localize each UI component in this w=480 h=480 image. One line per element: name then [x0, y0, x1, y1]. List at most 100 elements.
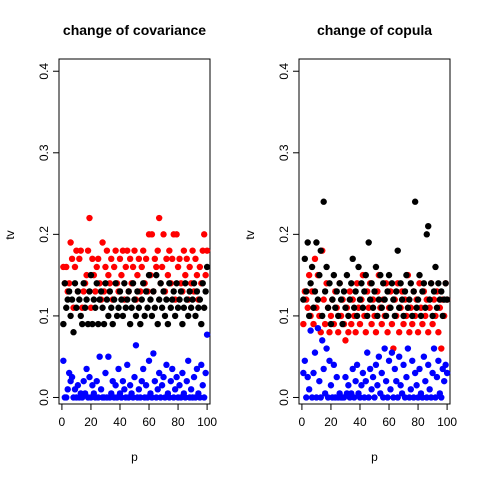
data-point	[135, 304, 143, 311]
data-point	[167, 304, 174, 311]
data-point	[303, 394, 310, 401]
data-point	[353, 361, 361, 369]
data-point	[342, 337, 349, 344]
data-point	[413, 304, 420, 311]
data-point	[171, 312, 179, 320]
data-point	[109, 320, 116, 328]
data-point	[122, 263, 129, 271]
data-point	[414, 329, 422, 336]
data-point	[150, 350, 157, 357]
data-point	[202, 369, 209, 377]
x-axis: 0 20 40 60 80 100	[299, 403, 457, 429]
data-point	[310, 369, 317, 377]
data-point	[116, 255, 124, 263]
data-point	[375, 296, 383, 303]
data-point	[323, 345, 330, 352]
data-point	[414, 296, 422, 303]
x-tick-label: 80	[411, 415, 425, 429]
data-point	[71, 263, 79, 271]
data-point	[366, 296, 374, 303]
data-point	[164, 320, 172, 328]
data-point	[138, 263, 145, 271]
data-point	[323, 263, 330, 271]
data-point	[60, 357, 67, 364]
x-tick-label: 0	[299, 415, 306, 429]
data-point	[80, 377, 87, 385]
y-tick-label: 0.1	[277, 307, 291, 324]
data-point	[92, 304, 99, 311]
data-point	[185, 357, 192, 364]
data-point	[369, 373, 377, 381]
data-point	[361, 288, 368, 295]
data-point	[426, 296, 433, 303]
y-axis-label: tv	[243, 230, 257, 239]
data-point	[359, 304, 367, 311]
data-point	[86, 373, 93, 381]
data-point	[106, 288, 114, 295]
data-point	[311, 349, 319, 356]
data-point	[352, 329, 359, 336]
data-point	[400, 320, 407, 328]
data-point	[74, 382, 82, 389]
data-point	[174, 263, 182, 271]
data-point	[335, 329, 342, 336]
data-point	[183, 255, 190, 263]
data-point	[440, 377, 448, 385]
data-point	[385, 357, 393, 364]
data-point	[153, 263, 160, 271]
data-point	[380, 280, 387, 287]
y-tick-label: 0.4	[277, 63, 291, 80]
data-point	[397, 382, 404, 389]
data-point	[200, 231, 208, 238]
data-point	[310, 304, 317, 311]
data-point	[115, 304, 122, 311]
data-point	[320, 296, 327, 303]
x-tick-label: 0	[59, 415, 66, 429]
data-point	[74, 288, 82, 295]
x-tick-label: 60	[142, 415, 156, 429]
data-point	[89, 255, 96, 263]
data-point	[393, 377, 400, 385]
data-point	[388, 349, 396, 356]
data-point	[403, 271, 410, 279]
x-tick-label: 100	[437, 415, 457, 429]
data-point	[180, 304, 188, 311]
data-point	[381, 345, 388, 352]
data-point	[81, 304, 89, 311]
data-point	[310, 320, 317, 328]
data-point	[60, 320, 67, 328]
data-point	[198, 361, 205, 369]
data-point	[203, 247, 211, 254]
data-point	[349, 365, 356, 373]
data-point	[362, 271, 369, 279]
data-point	[202, 288, 209, 295]
data-point	[187, 386, 195, 393]
data-point	[118, 296, 125, 303]
data-point	[193, 288, 201, 295]
data-point	[368, 320, 375, 328]
data-point	[429, 312, 436, 320]
data-point	[193, 271, 201, 279]
data-point	[308, 263, 316, 271]
data-point	[321, 288, 329, 295]
data-point	[77, 312, 84, 320]
data-point	[105, 271, 112, 279]
data-point	[67, 239, 74, 246]
data-point	[307, 280, 314, 287]
data-point	[372, 329, 380, 336]
data-point	[303, 288, 310, 295]
data-point	[416, 365, 423, 373]
data-point	[108, 304, 115, 311]
data-point	[129, 280, 137, 287]
data-point	[97, 288, 105, 295]
data-point	[335, 312, 342, 320]
data-point	[203, 263, 211, 271]
chart-panel-covariance: change of covariance p tv 0 20 40 60 80 100 0…	[3, 22, 217, 464]
data-point	[411, 369, 419, 377]
data-point	[378, 304, 385, 311]
data-point	[387, 304, 394, 311]
data-point	[443, 369, 451, 377]
data-point	[400, 312, 407, 320]
data-point	[160, 288, 167, 295]
data-point	[199, 382, 206, 389]
